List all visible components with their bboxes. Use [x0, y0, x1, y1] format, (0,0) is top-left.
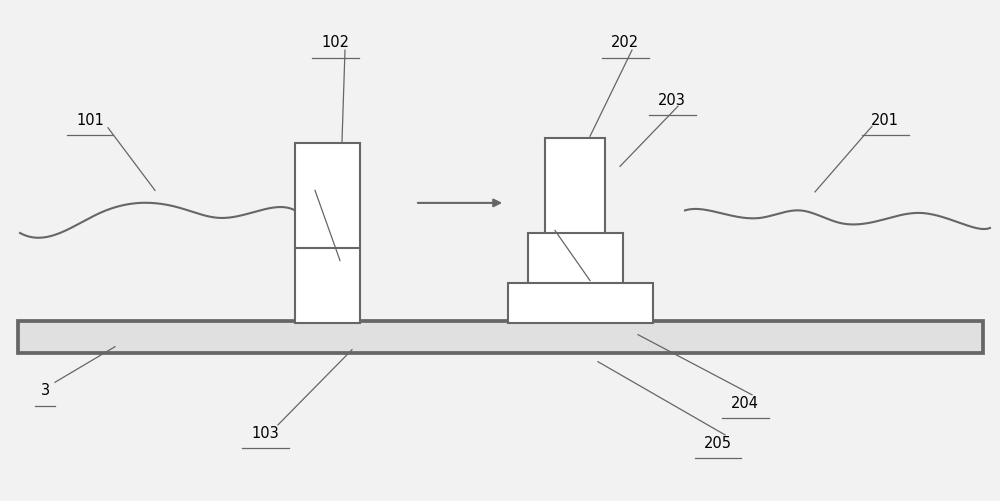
Text: 204: 204: [731, 396, 759, 411]
Text: 205: 205: [704, 436, 732, 451]
Bar: [508, 283, 653, 323]
Bar: [528, 233, 623, 286]
Bar: [18, 321, 983, 353]
Text: 203: 203: [658, 93, 686, 108]
Bar: [295, 143, 360, 323]
Text: 103: 103: [251, 426, 279, 441]
Text: 202: 202: [611, 35, 639, 50]
Text: 102: 102: [321, 35, 349, 50]
Bar: [545, 138, 605, 235]
Text: 101: 101: [76, 113, 104, 128]
Text: 3: 3: [40, 383, 50, 398]
Text: 201: 201: [871, 113, 899, 128]
